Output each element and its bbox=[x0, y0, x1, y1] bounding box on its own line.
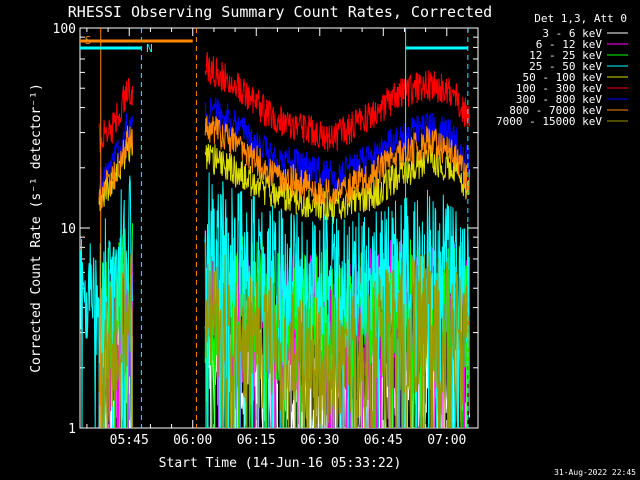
legend-title: Det 1,3, Att 0 bbox=[534, 12, 627, 25]
x-tick-label: 06:30 bbox=[300, 433, 339, 448]
legend-label: 100 - 300 keV bbox=[516, 82, 602, 95]
y-tick-label: 100 bbox=[53, 22, 76, 37]
legend-label: 800 - 7000 keV bbox=[509, 104, 602, 117]
legend-label: 3 - 6 keV bbox=[542, 27, 602, 40]
data-layer bbox=[80, 52, 470, 428]
y-tick-label: 1 bbox=[68, 422, 76, 437]
legend-label: 7000 - 15000 keV bbox=[496, 115, 602, 128]
y-axis-label: Corrected Count Rate (s⁻¹ detector⁻¹) bbox=[29, 83, 44, 373]
legend-label: 6 - 12 keV bbox=[536, 38, 603, 51]
y-tick-label: 10 bbox=[60, 222, 76, 237]
legend-label: 300 - 800 keV bbox=[516, 93, 602, 106]
x-tick-label: 07:00 bbox=[427, 433, 466, 448]
series-line bbox=[98, 242, 470, 428]
x-tick-label: 06:00 bbox=[173, 433, 212, 448]
x-tick-label: 05:45 bbox=[110, 433, 149, 448]
chart-title: RHESSI Observing Summary Count Rates, Co… bbox=[68, 3, 492, 21]
x-tick-label: 06:45 bbox=[364, 433, 403, 448]
legend-label: 50 - 100 keV bbox=[523, 71, 603, 84]
flag-label: N bbox=[146, 42, 153, 55]
legend-label: 25 - 50 keV bbox=[529, 60, 602, 73]
plot-area: 1 10 100 05:45 06:00 06:15 06:30 06:45 07:00 S N bbox=[53, 22, 479, 448]
footer-timestamp: 31-Aug-2022 22:45 bbox=[554, 468, 636, 477]
x-axis-label: Start Time (14-Jun-16 05:33:22) bbox=[159, 456, 402, 471]
series-line bbox=[98, 115, 470, 208]
series-line bbox=[98, 52, 470, 153]
x-tick-label: 06:15 bbox=[237, 433, 276, 448]
legend-label: 12 - 25 keV bbox=[529, 49, 602, 62]
flag-label: S bbox=[85, 34, 92, 47]
